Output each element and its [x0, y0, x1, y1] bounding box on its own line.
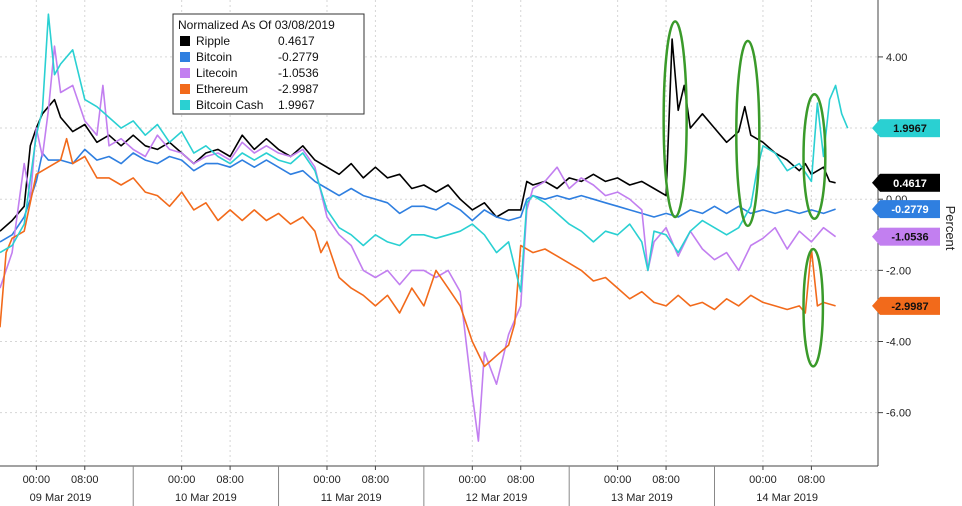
series-lines	[0, 13, 849, 442]
x-date-label: 09 Mar 2019	[30, 492, 92, 504]
x-axis-ticks: 00:00 08:00 00:00 08:00 00:00 08:00 00:00 08:00…	[23, 466, 826, 506]
legend-label: Ripple	[196, 34, 230, 48]
x-date-label: 14 Mar 2019	[756, 492, 818, 504]
x-tick-label: 00:00	[168, 474, 196, 486]
last-value-badges: 0.4617 -0.2779 -1.0536 -2.9987 1.9967	[872, 119, 940, 315]
series-line-litecoin	[0, 45, 837, 442]
legend-label: Ethereum	[196, 82, 248, 96]
highlight-ellipse	[802, 247, 825, 368]
badge-pointer	[872, 200, 880, 219]
series-line-ripple	[0, 38, 836, 232]
legend-swatch-bitcoin	[180, 52, 190, 62]
legend: Normalized As Of 03/08/2019 Ripple 0.4617…	[172, 13, 365, 115]
legend-swatch-bitcoin-cash	[180, 100, 190, 110]
series-line-bitcoin-cash	[0, 13, 849, 293]
legend-value: -0.2779	[278, 50, 319, 64]
x-tick-label: 00:00	[459, 474, 487, 486]
x-date-label: 11 Mar 2019	[321, 492, 382, 504]
y-tick-label: -4.00	[886, 336, 911, 348]
badge-value: -0.2779	[891, 204, 928, 216]
highlight-ellipse	[662, 20, 688, 219]
badge-value: 1.9967	[893, 123, 927, 135]
series-line-bitcoin	[0, 148, 836, 243]
badge-ripple	[880, 173, 940, 192]
y-tick-label: 4.00	[886, 52, 907, 64]
x-date-label: 10 Mar 2019	[175, 492, 237, 504]
legend-label: Bitcoin Cash	[196, 98, 263, 112]
badge-value: -1.0536	[891, 232, 928, 244]
legend-title: Normalized As Of 03/08/2019	[178, 18, 335, 32]
x-tick-label: 08:00	[798, 474, 826, 486]
legend-box	[172, 13, 365, 115]
badge-pointer	[872, 173, 880, 192]
x-tick-label: 00:00	[313, 474, 341, 486]
highlight-ellipse	[735, 39, 761, 228]
x-tick-label: 00:00	[604, 474, 632, 486]
x-tick-label: 00:00	[749, 474, 777, 486]
legend-swatch-litecoin	[180, 68, 190, 78]
badge-bitcoin-cash	[880, 119, 940, 138]
grid-lines	[0, 0, 878, 466]
legend-label: Litecoin	[196, 66, 237, 80]
x-tick-label: 08:00	[652, 474, 680, 486]
x-date-label: 13 Mar 2019	[611, 492, 673, 504]
badge-pointer	[872, 227, 880, 246]
legend-value: -2.9987	[278, 82, 319, 96]
badge-pointer	[872, 296, 880, 315]
x-tick-label: 08:00	[362, 474, 390, 486]
x-date-label: 12 Mar 2019	[466, 492, 528, 504]
legend-swatch-ripple	[180, 36, 190, 46]
legend-value: 1.9967	[278, 98, 315, 112]
legend-label: Bitcoin	[196, 50, 232, 64]
y-tick-label: -6.00	[886, 408, 911, 420]
y-tick-label: -2.00	[886, 265, 911, 277]
legend-value: 0.4617	[278, 34, 315, 48]
badge-value: 0.4617	[893, 178, 927, 190]
x-tick-label: 08:00	[216, 474, 244, 486]
badge-bitcoin	[880, 200, 940, 219]
x-tick-label: 00:00	[23, 474, 51, 486]
badge-litecoin	[880, 227, 940, 246]
highlight-ellipse	[802, 93, 827, 221]
x-tick-label: 08:00	[507, 474, 535, 486]
annotation-ellipses	[662, 20, 827, 368]
y-axis-label: Percent	[943, 206, 958, 251]
series-line-ethereum	[0, 137, 836, 368]
x-tick-label: 08:00	[71, 474, 99, 486]
badge-value: -2.9987	[891, 301, 928, 313]
badge-ethereum	[880, 296, 940, 315]
badge-pointer	[872, 119, 880, 138]
legend-value: -1.0536	[278, 66, 319, 80]
legend-swatch-ethereum	[180, 84, 190, 94]
